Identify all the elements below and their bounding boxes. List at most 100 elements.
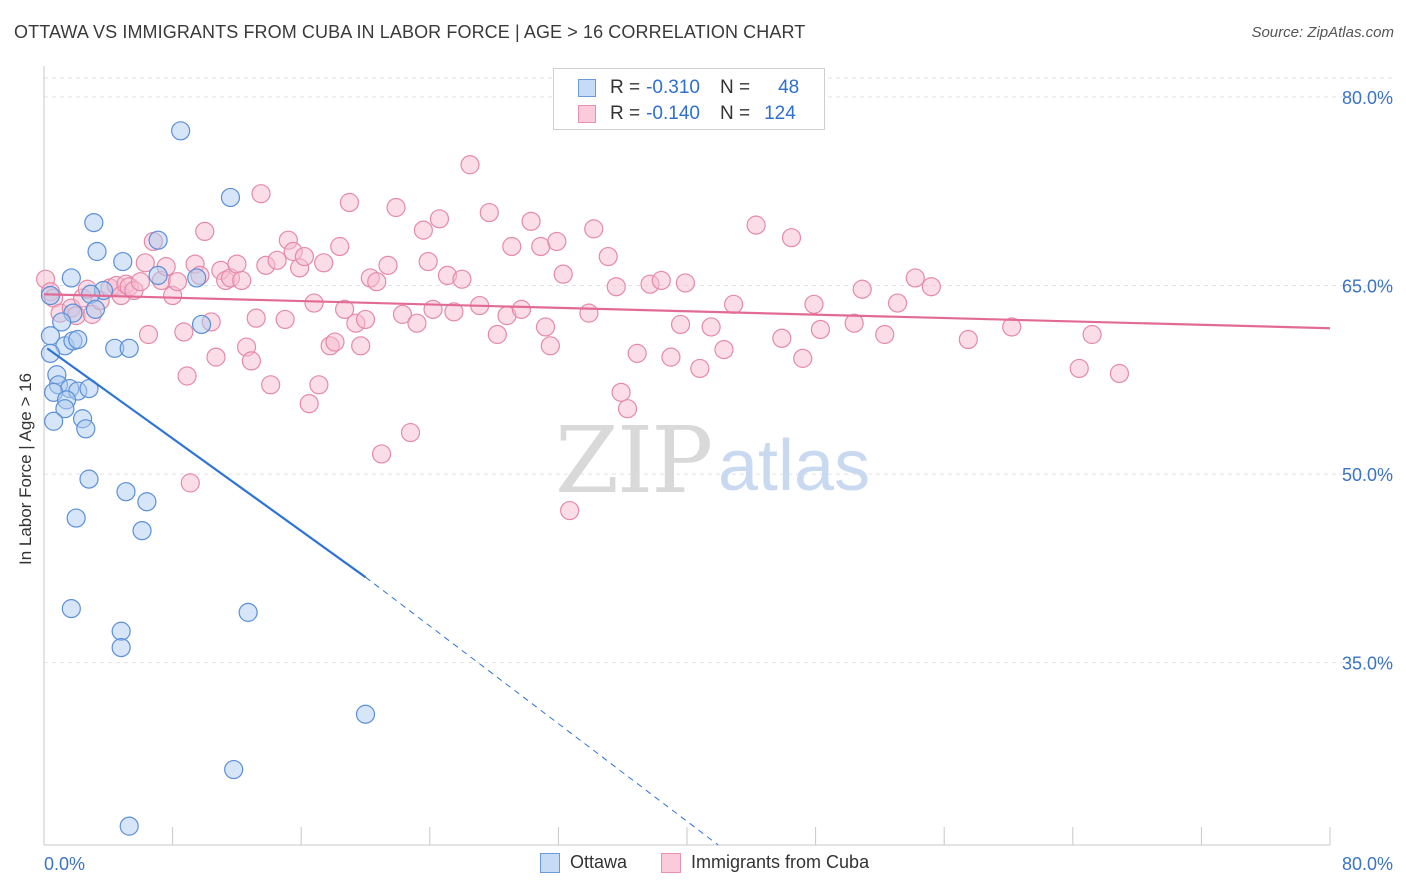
n-label: N =	[719, 77, 751, 98]
ottawa-point	[132, 521, 152, 541]
watermark-zip: ZIP	[555, 407, 711, 514]
source-credit: Source: ZipAtlas.com	[1251, 24, 1394, 41]
cuba-point	[227, 254, 247, 274]
cuba-point	[367, 272, 387, 292]
r-value: -0.310	[646, 77, 700, 98]
ottawa-point	[55, 399, 75, 419]
n-value: 124	[764, 103, 796, 124]
ottawa-trend-extension	[365, 576, 719, 846]
cuba-point	[701, 317, 721, 337]
cuba-point	[772, 328, 792, 348]
legend-label-cuba: Immigrants from Cuba	[691, 852, 870, 872]
chart-title: OTTAWA VS IMMIGRANTS FROM CUBA IN LABOR …	[14, 22, 806, 42]
cuba-point	[309, 375, 329, 395]
legend-item-ottawa[interactable]: Ottawa	[540, 852, 627, 873]
cuba-point	[378, 255, 398, 275]
ottawa-point	[61, 599, 81, 619]
cuba-point	[521, 211, 541, 231]
y-tick-label: 35.0%	[1342, 654, 1393, 674]
cuba-point	[560, 500, 580, 521]
ottawa-trend-line	[46, 347, 367, 579]
cuba-point	[418, 251, 438, 272]
legend-item-cuba[interactable]: Immigrants from Cuba	[661, 852, 869, 873]
y-tick-label: 65.0%	[1342, 276, 1393, 296]
cuba-point	[444, 302, 464, 322]
cuba-point	[584, 219, 604, 239]
cuba-point	[314, 253, 334, 273]
ottawa-point	[79, 469, 99, 489]
stats-row-ottawa: R = -0.310 N = 48	[578, 77, 799, 99]
cuba-point	[400, 422, 421, 443]
ottawa-point	[66, 508, 86, 528]
series-legend: Ottawa Immigrants from Cuba	[540, 852, 903, 873]
cuba-point	[651, 270, 671, 291]
cuba-point	[355, 309, 376, 330]
r-value: -0.140	[646, 103, 700, 124]
ottawa-point	[355, 704, 376, 724]
cuba-point	[386, 197, 406, 218]
cuba-point	[606, 277, 626, 297]
cuba-point	[275, 309, 295, 330]
ottawa-point	[224, 759, 244, 780]
cuba-point	[299, 394, 319, 414]
cuba-point	[167, 272, 188, 292]
cuba-point	[1082, 324, 1102, 345]
cuba-point	[1002, 317, 1022, 337]
cuba-point	[487, 324, 507, 345]
ottawa-point	[40, 343, 61, 363]
cuba-point	[611, 382, 631, 402]
y-axis-label: In Labor Force | Age > 16	[16, 372, 35, 565]
x-tick-label-min: 0.0%	[44, 854, 85, 874]
cuba-point	[241, 351, 261, 371]
cuba-point	[206, 347, 226, 367]
ottawa-point	[52, 312, 72, 332]
cuba-point	[844, 313, 864, 333]
cuba-point	[325, 332, 345, 352]
cuba-point	[267, 250, 287, 270]
cuba-point	[547, 231, 567, 252]
cuba-swatch	[578, 105, 596, 123]
ottawa-point	[87, 241, 107, 262]
cuba-point	[875, 324, 895, 345]
ottawa-point	[220, 187, 241, 208]
cuba-point	[304, 293, 324, 313]
cuba-point	[887, 293, 908, 313]
cuba-point	[810, 319, 831, 340]
cuba-point	[413, 220, 433, 240]
n-value: 48	[778, 77, 800, 98]
cuba-point	[598, 246, 618, 267]
cuba-point	[617, 399, 638, 419]
cuba-point	[804, 294, 824, 314]
y-tick-label: 80.0%	[1342, 88, 1393, 108]
cuba-point	[958, 329, 978, 350]
cuba-trend-line	[43, 293, 1331, 330]
cuba-point	[138, 324, 159, 345]
n-label: N =	[719, 103, 751, 124]
cuba-point	[130, 272, 151, 292]
ottawa-swatch	[578, 79, 596, 97]
cuba-point	[246, 308, 266, 328]
y-tick-label: 50.0%	[1342, 465, 1393, 485]
cuba-point	[371, 444, 392, 464]
cuba-point	[675, 273, 695, 293]
ottawa-point	[85, 299, 106, 319]
cuba-point	[460, 155, 480, 175]
cuba-point	[690, 358, 710, 379]
cuba-point	[724, 294, 744, 314]
cuba-point	[1069, 358, 1089, 379]
stats-row-cuba: R = -0.140 N = 124	[578, 103, 796, 125]
ottawa-point	[148, 265, 168, 286]
r-label: R =	[610, 77, 641, 98]
cuba-point	[1109, 363, 1130, 384]
ottawa-point	[68, 329, 88, 350]
cuba-point	[429, 209, 450, 229]
cuba-point	[351, 336, 371, 356]
cuba-point	[339, 192, 360, 213]
cuba-point	[423, 299, 443, 319]
cuba-point	[232, 270, 252, 291]
cuba-point	[330, 236, 350, 257]
cuba-point	[746, 215, 766, 235]
cuba-point	[135, 253, 155, 273]
cuba-point	[579, 303, 599, 323]
